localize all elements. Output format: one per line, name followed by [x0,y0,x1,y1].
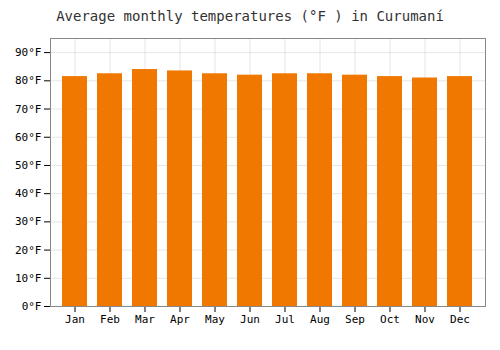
svg-text:Mar: Mar [135,313,155,326]
svg-text:10°F: 10°F [15,272,42,285]
svg-text:Dec: Dec [450,313,470,326]
svg-text:May: May [205,313,225,326]
svg-text:Feb: Feb [100,313,120,326]
svg-text:Sep: Sep [345,313,365,326]
svg-text:50°F: 50°F [15,159,42,172]
svg-text:20°F: 20°F [15,244,42,257]
svg-text:Jun: Jun [240,313,260,326]
svg-text:Nov: Nov [415,313,435,326]
svg-text:40°F: 40°F [15,187,42,200]
svg-text:0°F: 0°F [22,300,42,313]
svg-text:Oct: Oct [380,313,400,326]
svg-text:80°F: 80°F [15,74,42,87]
svg-text:60°F: 60°F [15,131,42,144]
svg-text:70°F: 70°F [15,103,42,116]
svg-text:Jul: Jul [275,313,295,326]
svg-text:90°F: 90°F [15,46,42,59]
svg-text:30°F: 30°F [15,215,42,228]
svg-text:Jan: Jan [65,313,85,326]
html-text:Average monthly temperatures (: Average monthly temperatures (°F ) in Cu… [56,8,444,24]
svg-text:Apr: Apr [170,313,190,326]
svg-text:Aug: Aug [310,313,330,326]
